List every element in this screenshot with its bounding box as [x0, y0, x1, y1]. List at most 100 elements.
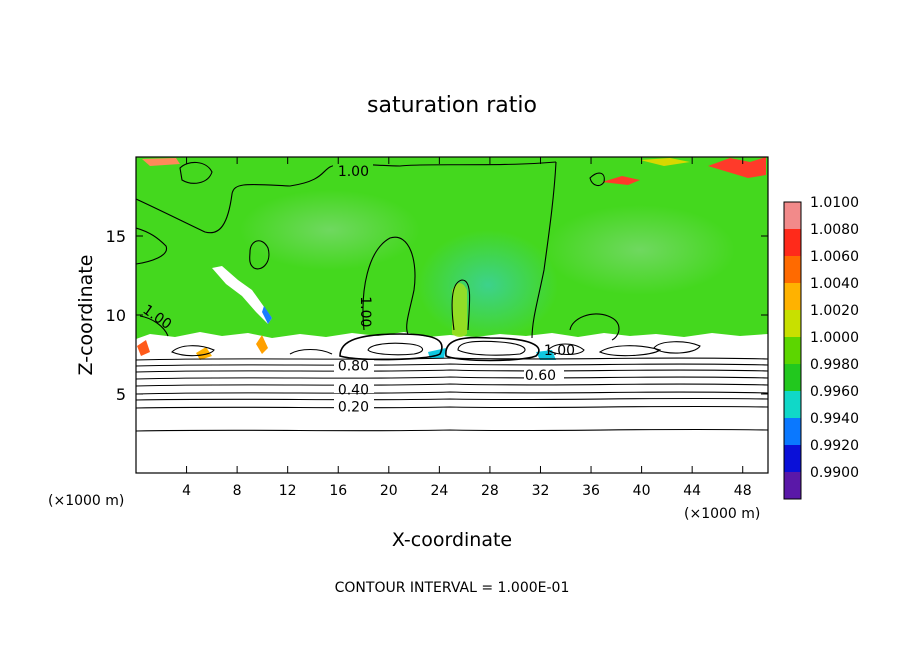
x-tick-label: 40 [633, 483, 651, 499]
x-tick-label: 24 [430, 483, 448, 499]
colorbar-swatch [784, 256, 801, 283]
contour-line [136, 227, 167, 265]
white-streak [212, 266, 272, 324]
colorbar-swatch [784, 229, 801, 256]
plot-area: 1.001.00 1.001.000.800.600.400.20 [136, 157, 768, 473]
contour-line [445, 336, 540, 362]
colorbar-label: 0.9960 [810, 384, 859, 400]
x-tick-label: 32 [532, 483, 550, 499]
contour-line [451, 279, 471, 331]
contour-label: 1.00 [357, 296, 373, 327]
x-tick-label: 48 [734, 483, 752, 499]
cyan-glow [418, 230, 558, 340]
colorbar-label: 0.9920 [810, 438, 859, 454]
cloud-base-edge [136, 332, 768, 360]
yellow-bump [452, 283, 467, 337]
colorbar-frame [783, 201, 802, 500]
x-tick-label: 44 [683, 483, 701, 499]
contour-line [457, 340, 526, 356]
red-top-right-2 [602, 176, 640, 185]
x-tick-label: 36 [582, 483, 600, 499]
contour-line [136, 363, 768, 367]
orange-rim-2 [256, 335, 268, 354]
contour-line [653, 341, 701, 354]
red-top-right [708, 157, 766, 178]
contour-line [569, 313, 620, 341]
colorbar-swatch [784, 310, 801, 337]
contour-line [249, 240, 270, 270]
contour-label: 0.60 [525, 368, 556, 384]
x-axis-label: X-coordinate [392, 529, 512, 551]
light-glow-2 [240, 190, 420, 270]
contour-label: 0.20 [338, 400, 369, 416]
contour-line [136, 391, 768, 395]
x-unit-right: (×1000 m) [684, 506, 760, 522]
contour-line [136, 405, 768, 409]
colorbar-swatch [784, 337, 801, 364]
contour-label-backgrounds [333, 158, 564, 413]
colorbar-label: 0.9980 [810, 357, 859, 373]
y-tick-label: 10 [106, 306, 126, 325]
orange-rim-3 [196, 347, 212, 360]
contour-line [531, 161, 557, 339]
contour-line [289, 348, 333, 355]
contour-label: 0.40 [338, 382, 369, 398]
colorbar-swatch [784, 283, 801, 310]
contour-line [367, 342, 424, 356]
contour-line [139, 315, 169, 337]
x-tick-label: 16 [329, 483, 347, 499]
colorbar-swatch [784, 418, 801, 445]
colorbar-swatch [784, 202, 801, 229]
contour-line [589, 172, 605, 187]
colorbar-swatch [784, 472, 801, 499]
colorbar-label: 1.0000 [810, 330, 859, 346]
subsaturated-region [136, 339, 768, 473]
colorbar-label: 1.0040 [810, 276, 859, 292]
x-tick-label: 4 [182, 483, 191, 499]
y-axis-label: Z-coordinate [75, 255, 97, 376]
contour-line [339, 333, 443, 361]
contour-line [171, 345, 215, 357]
colorbar-label: 1.0060 [810, 249, 859, 265]
contour-line [136, 428, 768, 432]
contour-label: 1.00 [338, 164, 369, 180]
colorbar: 1.0100 1.0080 1.0060 1.0040 1.0020 1.0000 0.99… [783, 195, 859, 500]
colorbar-swatch [784, 364, 801, 391]
colorbar-swatch [784, 391, 801, 418]
x-tick-label: 12 [279, 483, 297, 499]
x-tick-label: 20 [380, 483, 398, 499]
contour-line [136, 369, 768, 373]
cyan-patch-2 [536, 350, 556, 360]
contour-labels: 1.001.00 1.001.000.800.600.400.20 [140, 164, 575, 415]
colorbar-label: 1.0020 [810, 303, 859, 319]
colorbar-swatch [784, 445, 801, 472]
colorbar-label: 0.9940 [810, 411, 859, 427]
contour-line [547, 343, 585, 356]
chart-title: saturation ratio [367, 93, 537, 118]
contour-line [598, 345, 662, 357]
contour-line [136, 383, 768, 387]
red-top-left [142, 158, 180, 166]
colorbar-label: 1.0100 [810, 195, 859, 211]
yellow-top [640, 158, 690, 166]
contour-line [136, 376, 768, 380]
y-tick-label: 5 [116, 385, 126, 404]
colorbar-label: 0.9900 [810, 465, 859, 481]
y-tick-label: 15 [106, 227, 126, 246]
contour-lines [136, 161, 768, 432]
blue-streak [262, 306, 272, 324]
contour-line [136, 397, 768, 401]
orange-rim [137, 340, 150, 356]
contour-line [179, 161, 213, 184]
light-glow [545, 205, 735, 295]
contour-interval-note: CONTOUR INTERVAL = 1.000E-01 [335, 580, 570, 596]
contour-line [136, 161, 557, 234]
x-unit-left: (×1000 m) [48, 493, 124, 509]
x-tick-label: 28 [481, 483, 499, 499]
contour-label: 0.80 [338, 359, 369, 375]
contour-line [362, 236, 416, 335]
colorbar-label: 1.0080 [810, 222, 859, 238]
x-tick-label: 8 [233, 483, 242, 499]
